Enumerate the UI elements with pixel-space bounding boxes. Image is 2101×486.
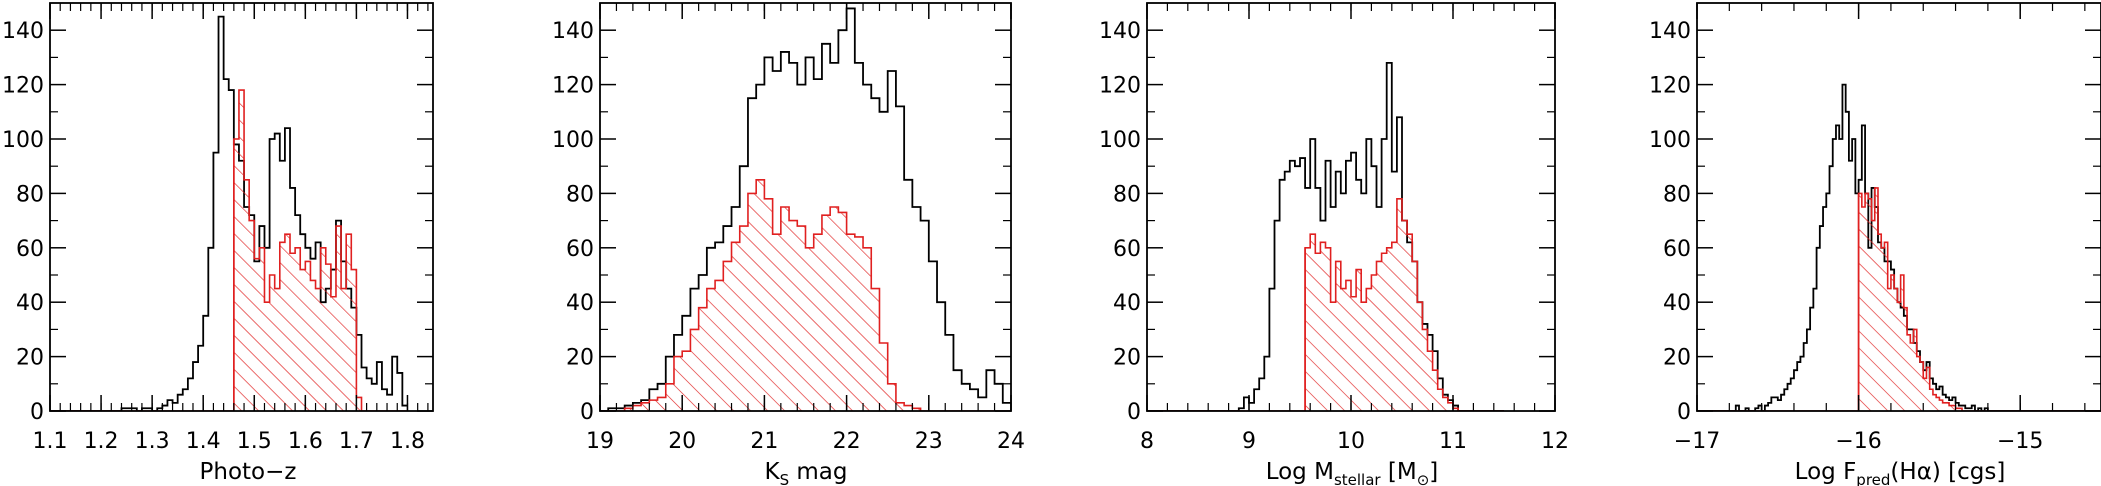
xtick-label-0-7: 1.8 [390,429,425,454]
xtick-label-1-1: 20 [668,429,696,454]
xtick-label-2-4: 12 [1541,429,1569,454]
xlabel-ks-sub: S [780,471,790,486]
hatched-fill-0 [233,90,362,411]
ytick-label-2-1: 20 [1113,346,1141,371]
hatched-series-3 [1697,187,2101,411]
step-series-1 [600,7,1011,411]
panel-log-mstellar: 0 20 40 60 80 100 120 140 8 9 10 11 12 [1099,2,1569,454]
hatched-series-0 [50,89,408,411]
xtick-label-3-0: −17 [1674,429,1720,454]
ytick-label-0-7: 140 [2,19,44,44]
xlabel-m-rest: [M [1381,459,1417,485]
ytick-label-1-4: 80 [566,182,594,207]
xtick-label-0-3: 1.4 [186,429,221,454]
xlabel-photo-z: Photo−z [200,459,297,485]
xtick-label-3-1: −16 [1835,429,1881,454]
xtick-label-0-6: 1.7 [339,429,374,454]
ytick-label-0-6: 120 [2,74,44,99]
panel-ks-mag: 0 20 40 60 80 100 120 140 19 20 21 22 23 24 [552,2,1025,454]
xtick-label-0-2: 1.3 [135,429,170,454]
panel-photo-z: 0 20 40 60 80 100 120 140 1.1 1.2 1.3 1.4 1.5 1.6 1.7 1… [2,2,434,454]
ytick-label-2-7: 140 [1099,19,1141,44]
ytick-label-0-2: 40 [16,291,44,316]
hatched-fill-3 [1858,187,1963,411]
ytick-label-1-5: 100 [552,128,594,153]
xtick-label-0-1: 1.2 [84,429,119,454]
xlabel-f-rest: (H [1890,459,1916,485]
xlabel-log-mstellar: Log Mstellar [M⊙] [1266,459,1439,486]
xtick-label-0-0: 1.1 [33,429,68,454]
ytick-label-2-4: 80 [1113,182,1141,207]
ytick-label-3-0: 0 [1677,400,1691,425]
ytick-label-0-0: 0 [30,400,44,425]
ytick-label-1-2: 40 [566,291,594,316]
ytick-label-1-7: 140 [552,19,594,44]
xtick-label-2-1: 9 [1242,429,1256,454]
xlabel-ks-main: K [764,459,780,485]
ytick-label-2-3: 60 [1113,237,1141,262]
xtick-label-1-4: 23 [915,429,943,454]
xlabel-m-sub: stellar [1334,471,1381,486]
xtick-label-1-0: 19 [586,429,614,454]
xtick-label-1-5: 24 [997,429,1025,454]
xtick-label-2-0: 8 [1140,429,1154,454]
xlabel-f-end: ) [cgs] [1932,459,2005,485]
ytick-label-1-6: 120 [552,74,594,99]
hatched-fill-2 [1305,198,1459,411]
plot-frame-0 [49,2,434,412]
plot-frame-3 [1696,2,2101,412]
ytick-label-3-1: 20 [1663,346,1691,371]
xtick-label-2-3: 11 [1439,429,1467,454]
xlabel-f-symbol: α [1917,459,1932,485]
xlabel-m-main: Log M [1266,459,1334,485]
ytick-label-2-2: 40 [1113,291,1141,316]
ytick-label-3-4: 80 [1663,182,1691,207]
ytick-label-2-6: 120 [1099,74,1141,99]
ytick-label-0-4: 80 [16,182,44,207]
hatched-fill-1 [624,179,921,411]
ytick-label-3-5: 100 [1649,128,1691,153]
xtick-label-2-2: 10 [1337,429,1365,454]
xlabel-m-end: ] [1429,459,1438,485]
ytick-label-1-3: 60 [566,237,594,262]
ytick-label-0-5: 100 [2,128,44,153]
xtick-label-1-3: 22 [833,429,861,454]
ytick-label-2-0: 0 [1127,400,1141,425]
plot-frame-1 [599,2,1012,412]
xtick-label-0-4: 1.5 [237,429,272,454]
xlabel-f-sub: pred [1856,471,1890,486]
xlabel-ks-rest: mag [789,459,847,485]
xlabel-f-main: Log F [1795,459,1857,485]
ytick-label-3-3: 60 [1663,237,1691,262]
ytick-label-0-1: 20 [16,346,44,371]
hatched-series-2 [1147,198,1504,411]
ytick-label-1-0: 0 [580,400,594,425]
hatched-series-1 [600,179,1011,411]
ytick-label-1-1: 20 [566,346,594,371]
xlabel-log-fpred: Log Fpred(Hα) [cgs] [1795,459,2006,486]
ytick-label-3-2: 40 [1663,291,1691,316]
ytick-label-0-3: 60 [16,237,44,262]
ytick-label-2-5: 100 [1099,128,1141,153]
ytick-label-3-7: 140 [1649,19,1691,44]
xlabel-ks-mag: KS mag [764,459,847,486]
xtick-label-1-2: 21 [750,429,778,454]
xtick-label-3-2: −15 [1997,429,2043,454]
panel-log-fpred: 0 20 40 60 80 100 120 140 −17 −16 −15 [1649,2,2101,454]
ytick-label-3-6: 120 [1649,74,1691,99]
xlabel-m-symbol: ⊙ [1417,471,1430,486]
xtick-label-0-5: 1.6 [288,429,323,454]
